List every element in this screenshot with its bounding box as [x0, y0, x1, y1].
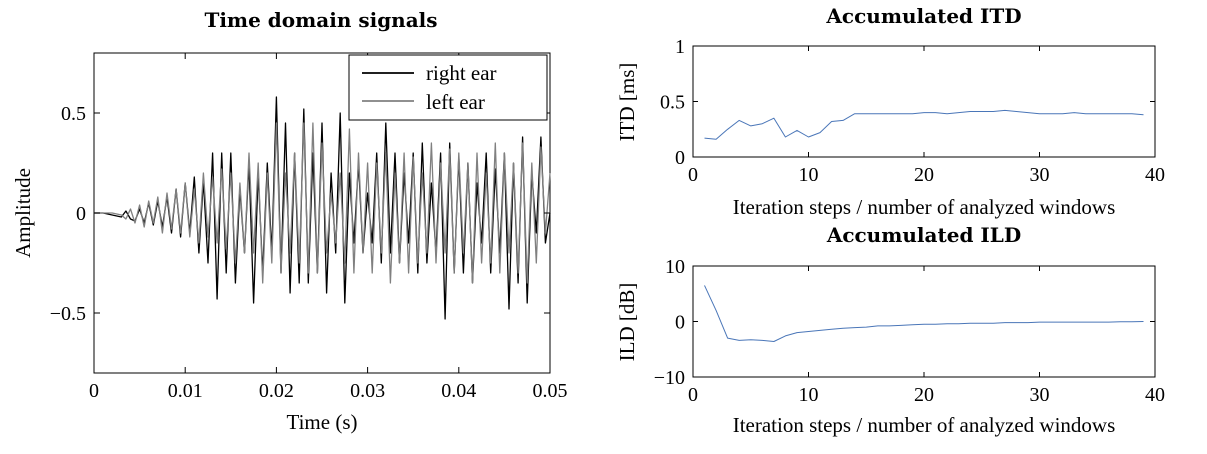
plot-area — [692, 45, 1156, 158]
y-axis-label: ILD [dB] — [615, 283, 639, 362]
x-tick-label: 0 — [89, 380, 99, 402]
time-domain-chart: Time domain signals 0 0.01 0.02 0.03 0.04 0.0… — [11, 8, 568, 434]
chart-title: Accumulated ILD — [826, 223, 1021, 247]
x-tick-label: 40 — [1145, 164, 1165, 186]
series-line-left-ear — [94, 122, 551, 284]
series-group — [704, 109, 1144, 140]
y-tick-label: 0 — [675, 312, 685, 334]
x-tick-label: 20 — [914, 164, 934, 186]
itd-chart: Accumulated ITD 0 10 20 30 40 00.51 Iteratio… — [615, 4, 1165, 219]
y-axis-label: ITD [ms] — [615, 63, 639, 142]
y-axis-ticks: −0.5 0 0.5 — [50, 103, 550, 325]
x-tick-label: 20 — [914, 384, 934, 406]
y-tick-label: 0 — [675, 147, 685, 169]
y-axis-label: Amplitude — [11, 168, 35, 258]
y-tick-label: 0.5 — [61, 103, 86, 125]
y-axis-ticks: −10 0 10 — [654, 256, 1155, 389]
y-axis-ticks: 00.51 — [660, 36, 1155, 169]
x-axis-ticks: 0 0.01 0.02 0.03 0.04 0.05 — [89, 53, 568, 402]
x-axis-label: Iteration steps / number of analyzed win… — [733, 413, 1116, 437]
x-tick-label: 0 — [688, 384, 698, 406]
x-tick-label: 0.03 — [350, 380, 385, 402]
x-axis-label: Time (s) — [287, 410, 358, 434]
series-group — [94, 96, 551, 320]
series-line-series-0 — [704, 285, 1144, 342]
series-line-right-ear — [94, 96, 551, 320]
y-tick-label: −0.5 — [50, 303, 86, 325]
x-tick-label: 10 — [799, 384, 819, 406]
series-group — [704, 285, 1144, 342]
y-tick-label: 1 — [675, 36, 685, 58]
x-tick-label: 30 — [1030, 384, 1050, 406]
x-axis-ticks: 0 10 20 30 40 — [688, 46, 1165, 186]
y-tick-label: 0 — [76, 203, 86, 225]
chart-title: Time domain signals — [204, 8, 437, 32]
y-tick-label: 10 — [665, 256, 685, 278]
y-tick-label: −10 — [654, 367, 685, 389]
x-tick-label: 30 — [1030, 164, 1050, 186]
legend-label-right-ear: right ear — [426, 61, 497, 85]
x-tick-label: 0.04 — [441, 380, 476, 402]
plot-area — [692, 265, 1156, 378]
legend-box — [348, 54, 548, 121]
x-axis-ticks: 0 10 20 30 40 — [688, 266, 1165, 406]
x-tick-label: 0.05 — [533, 380, 568, 402]
x-tick-label: 10 — [799, 164, 819, 186]
x-tick-label: 40 — [1145, 384, 1165, 406]
x-tick-label: 0.01 — [168, 380, 203, 402]
y-tick-label: 0.5 — [660, 92, 685, 114]
x-axis-label: Iteration steps / number of analyzed win… — [733, 195, 1116, 219]
series-line-series-0 — [704, 109, 1144, 140]
x-tick-label: 0 — [688, 164, 698, 186]
chart-title: Accumulated ITD — [825, 4, 1021, 28]
legend-label-left-ear: left ear — [426, 90, 485, 114]
x-tick-label: 0.02 — [259, 380, 294, 402]
legend: right ear left ear — [348, 54, 548, 121]
